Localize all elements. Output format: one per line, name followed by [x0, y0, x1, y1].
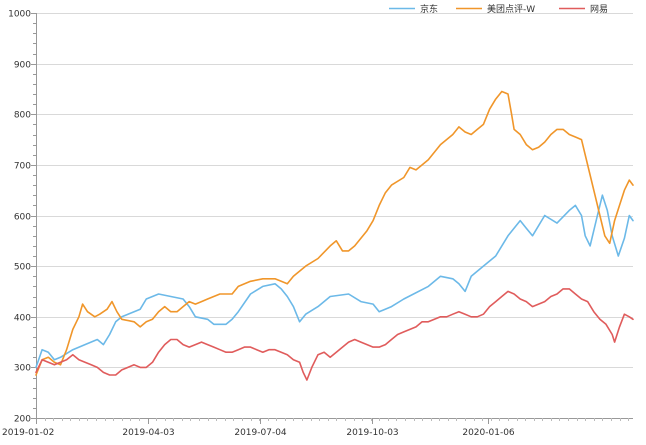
legend-label-1: 美团点评-W	[487, 3, 535, 15]
y-tick-label: 500	[14, 263, 31, 273]
y-tick-label: 300	[14, 364, 31, 374]
grid-lines	[36, 13, 633, 368]
x-tick-label: 2019-07-04	[234, 428, 287, 438]
y-tick-label: 900	[14, 61, 31, 71]
x-tick-label: 2019-01-02	[2, 428, 54, 438]
y-tick-label: 800	[14, 111, 31, 121]
x-tick-label: 2019-10-03	[346, 428, 398, 438]
axes: 200 300 400 500 600 700 800 900 1000 2019-01-02 20…	[2, 10, 633, 438]
series-line-1	[35, 90, 634, 376]
series-lines	[35, 90, 634, 381]
y-tick-label: 200	[14, 415, 31, 425]
series-line-2	[35, 288, 634, 381]
legend: 京东 美团点评-W 网易	[389, 3, 608, 15]
y-tick-label: 600	[14, 213, 31, 223]
legend-label-0: 京东	[420, 3, 438, 15]
x-tick-label: 2020-01-06	[462, 428, 515, 438]
x-tick-label: 2019-04-03	[122, 428, 174, 438]
series-line-0	[35, 194, 634, 369]
legend-label-2: 网易	[590, 4, 608, 15]
y-tick-label: 1000	[8, 10, 31, 20]
y-tick-label: 400	[14, 314, 31, 324]
y-tick-label: 700	[14, 162, 31, 172]
